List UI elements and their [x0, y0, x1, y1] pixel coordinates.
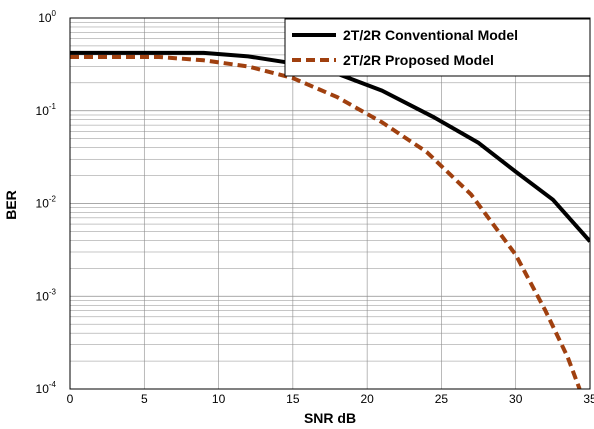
legend-label-proposed: 2T/2R Proposed Model: [343, 52, 494, 68]
plot-frame: [69, 17, 591, 390]
x-axis-label: SNR dB: [304, 410, 356, 426]
y-tick-label: 10-4: [36, 380, 57, 396]
legend: 2T/2R Conventional Model 2T/2R Proposed …: [284, 18, 591, 77]
x-tick-labels: 0 5 10 15 20 25 30 35: [67, 392, 594, 406]
y-tick-label: 100: [38, 9, 56, 25]
x-tick-label: 0: [67, 392, 74, 406]
y-axis-label: BER: [3, 190, 19, 220]
x-tick-label: 35: [583, 392, 594, 406]
x-tick-label: 10: [212, 392, 226, 406]
x-tick-label: 25: [435, 392, 449, 406]
x-tick-label: 15: [286, 392, 300, 406]
legend-label-conventional: 2T/2R Conventional Model: [343, 27, 518, 43]
y-tick-labels: 10-4 10-3 10-2 10-1 100: [36, 9, 57, 396]
x-tick-label: 30: [509, 392, 523, 406]
x-tick-label: 5: [141, 392, 148, 406]
series-line-proposed: [70, 55, 582, 389]
x-tick-label: 20: [360, 392, 374, 406]
legend-box: [284, 18, 591, 77]
y-tick-label: 10-3: [36, 287, 57, 303]
y-tick-label: 10-1: [36, 102, 57, 118]
y-tick-label: 10-2: [36, 195, 57, 211]
